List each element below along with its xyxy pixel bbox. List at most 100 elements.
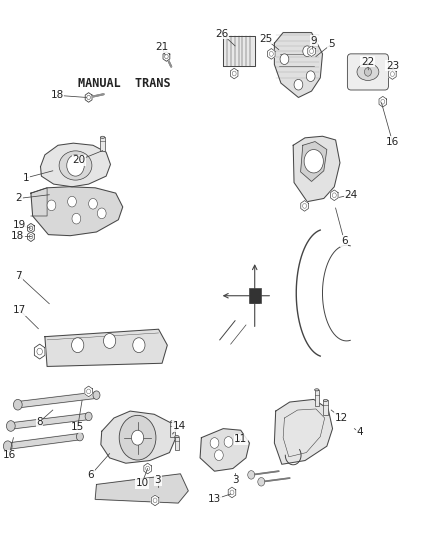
Circle shape bbox=[230, 490, 233, 495]
Circle shape bbox=[67, 155, 84, 176]
Circle shape bbox=[247, 471, 254, 479]
Circle shape bbox=[67, 196, 76, 207]
Polygon shape bbox=[31, 187, 123, 236]
Circle shape bbox=[87, 95, 90, 100]
Circle shape bbox=[279, 54, 288, 64]
Circle shape bbox=[210, 438, 219, 448]
Circle shape bbox=[86, 389, 90, 394]
Ellipse shape bbox=[170, 421, 174, 423]
Text: 3: 3 bbox=[154, 475, 161, 485]
Text: 5: 5 bbox=[327, 39, 334, 49]
Ellipse shape bbox=[59, 151, 92, 180]
Circle shape bbox=[103, 334, 116, 349]
Polygon shape bbox=[18, 392, 96, 408]
Text: 26: 26 bbox=[215, 29, 228, 39]
Circle shape bbox=[72, 213, 81, 224]
Circle shape bbox=[88, 198, 97, 209]
Circle shape bbox=[153, 498, 157, 503]
Circle shape bbox=[119, 415, 155, 460]
Circle shape bbox=[302, 46, 311, 56]
Polygon shape bbox=[388, 69, 395, 79]
Circle shape bbox=[224, 437, 232, 447]
Circle shape bbox=[214, 450, 223, 461]
Text: MANUAL  TRANS: MANUAL TRANS bbox=[78, 77, 170, 90]
Polygon shape bbox=[228, 487, 235, 498]
Circle shape bbox=[71, 338, 84, 353]
Text: 16: 16 bbox=[3, 450, 16, 460]
Circle shape bbox=[97, 208, 106, 219]
Text: 12: 12 bbox=[334, 413, 347, 423]
Text: 6: 6 bbox=[340, 236, 347, 246]
Polygon shape bbox=[151, 495, 159, 506]
Circle shape bbox=[306, 71, 314, 82]
Text: 10: 10 bbox=[135, 479, 148, 488]
Polygon shape bbox=[7, 433, 80, 449]
Circle shape bbox=[93, 391, 100, 399]
Circle shape bbox=[380, 99, 384, 104]
Polygon shape bbox=[267, 49, 275, 59]
Text: 18: 18 bbox=[11, 231, 25, 241]
Circle shape bbox=[29, 235, 32, 239]
Text: 16: 16 bbox=[385, 136, 398, 147]
Ellipse shape bbox=[100, 136, 105, 139]
Ellipse shape bbox=[174, 435, 179, 438]
Circle shape bbox=[304, 150, 323, 173]
Text: 19: 19 bbox=[13, 220, 26, 230]
FancyBboxPatch shape bbox=[346, 54, 388, 90]
Circle shape bbox=[85, 412, 92, 421]
Polygon shape bbox=[274, 399, 332, 464]
Text: 14: 14 bbox=[173, 421, 186, 431]
Circle shape bbox=[14, 399, 22, 410]
Circle shape bbox=[309, 49, 313, 54]
Circle shape bbox=[364, 68, 371, 76]
Circle shape bbox=[164, 54, 168, 59]
Circle shape bbox=[269, 52, 273, 56]
Text: 2: 2 bbox=[15, 193, 22, 204]
Polygon shape bbox=[330, 190, 337, 200]
Circle shape bbox=[145, 466, 149, 471]
Circle shape bbox=[389, 71, 393, 76]
Polygon shape bbox=[144, 463, 151, 474]
Circle shape bbox=[302, 204, 306, 208]
Text: 11: 11 bbox=[233, 434, 247, 445]
Text: 13: 13 bbox=[208, 494, 221, 504]
Text: 15: 15 bbox=[71, 422, 84, 432]
Polygon shape bbox=[45, 329, 167, 367]
Polygon shape bbox=[34, 344, 45, 359]
Polygon shape bbox=[28, 223, 34, 233]
Polygon shape bbox=[378, 96, 386, 107]
Polygon shape bbox=[95, 474, 188, 503]
Circle shape bbox=[332, 193, 336, 198]
Text: 6: 6 bbox=[87, 470, 94, 480]
Text: 22: 22 bbox=[360, 57, 373, 67]
Bar bbox=[174, 437, 179, 450]
Polygon shape bbox=[28, 232, 34, 241]
Circle shape bbox=[47, 200, 56, 211]
Polygon shape bbox=[11, 413, 88, 429]
Bar bbox=[323, 400, 327, 415]
Text: 17: 17 bbox=[13, 305, 26, 315]
Circle shape bbox=[76, 432, 83, 441]
Ellipse shape bbox=[314, 389, 318, 391]
Text: 9: 9 bbox=[310, 36, 316, 45]
Text: 4: 4 bbox=[356, 427, 362, 438]
Text: 24: 24 bbox=[343, 190, 357, 200]
Circle shape bbox=[29, 226, 32, 230]
Bar bbox=[314, 390, 318, 406]
Circle shape bbox=[293, 79, 302, 90]
Text: 25: 25 bbox=[258, 34, 272, 44]
Circle shape bbox=[4, 441, 12, 451]
Polygon shape bbox=[300, 142, 326, 181]
Polygon shape bbox=[85, 386, 92, 397]
Ellipse shape bbox=[323, 399, 327, 401]
Circle shape bbox=[132, 338, 145, 353]
Ellipse shape bbox=[356, 63, 378, 80]
Text: 3: 3 bbox=[231, 475, 238, 485]
Polygon shape bbox=[274, 33, 322, 98]
Text: 1: 1 bbox=[23, 173, 30, 183]
Circle shape bbox=[257, 478, 264, 486]
Circle shape bbox=[7, 421, 15, 431]
Bar bbox=[100, 138, 105, 151]
Bar bbox=[248, 288, 260, 303]
Text: 21: 21 bbox=[155, 43, 168, 52]
